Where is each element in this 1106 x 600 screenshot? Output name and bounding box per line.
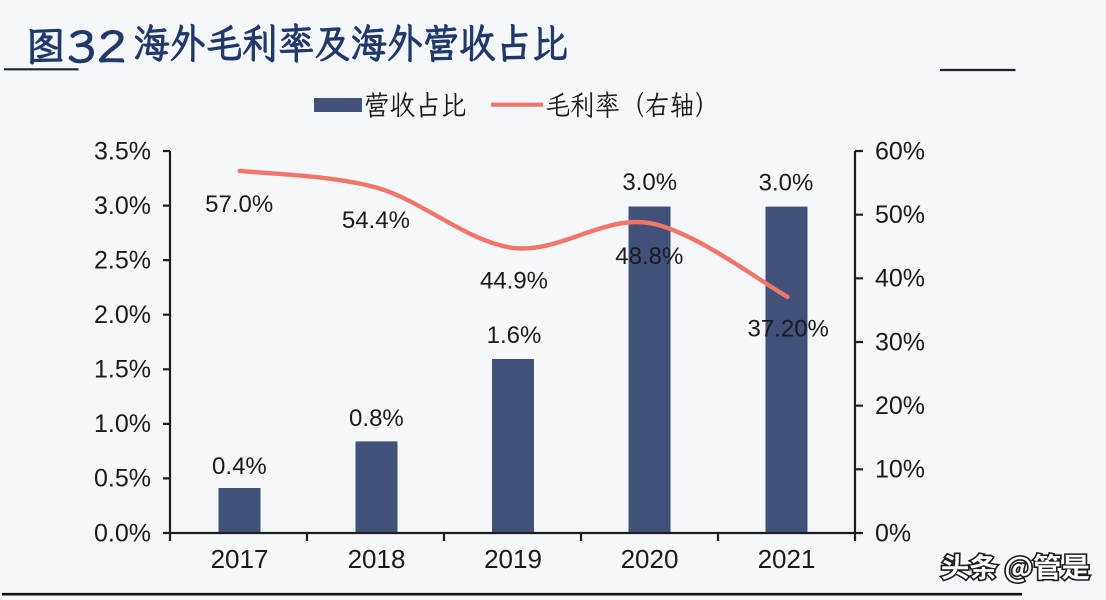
svg-text:0.5%: 0.5% <box>94 465 151 493</box>
svg-text:2021: 2021 <box>758 544 816 574</box>
svg-text:0%: 0% <box>875 519 911 547</box>
svg-text:37.20%: 37.20% <box>747 316 828 343</box>
svg-text:54.4%: 54.4% <box>342 207 410 234</box>
svg-text:3.0%: 3.0% <box>94 192 151 220</box>
svg-text:2.0%: 2.0% <box>94 301 151 329</box>
svg-text:30%: 30% <box>875 328 925 356</box>
svg-text:0.8%: 0.8% <box>349 405 404 432</box>
svg-text:3.5%: 3.5% <box>94 137 151 165</box>
svg-text:48.8%: 48.8% <box>615 243 683 270</box>
svg-text:1.5%: 1.5% <box>94 356 151 384</box>
svg-text:3.0%: 3.0% <box>622 169 677 196</box>
svg-text:10%: 10% <box>875 456 925 484</box>
svg-text:60%: 60% <box>875 137 925 165</box>
svg-text:2018: 2018 <box>348 544 406 574</box>
svg-text:40%: 40% <box>875 265 925 293</box>
svg-text:50%: 50% <box>875 201 925 229</box>
svg-text:0.4%: 0.4% <box>212 453 267 480</box>
svg-text:2019: 2019 <box>484 544 542 574</box>
svg-text:2017: 2017 <box>211 544 269 574</box>
svg-text:2020: 2020 <box>621 544 679 574</box>
svg-text:1.0%: 1.0% <box>94 410 151 438</box>
svg-text:3.0%: 3.0% <box>759 170 814 197</box>
svg-text:57.0%: 57.0% <box>205 191 273 218</box>
svg-text:44.9%: 44.9% <box>480 268 548 295</box>
svg-text:1.6%: 1.6% <box>487 322 542 349</box>
svg-text:0.0%: 0.0% <box>94 519 151 547</box>
svg-text:20%: 20% <box>875 392 925 420</box>
svg-text:2.5%: 2.5% <box>94 246 151 274</box>
